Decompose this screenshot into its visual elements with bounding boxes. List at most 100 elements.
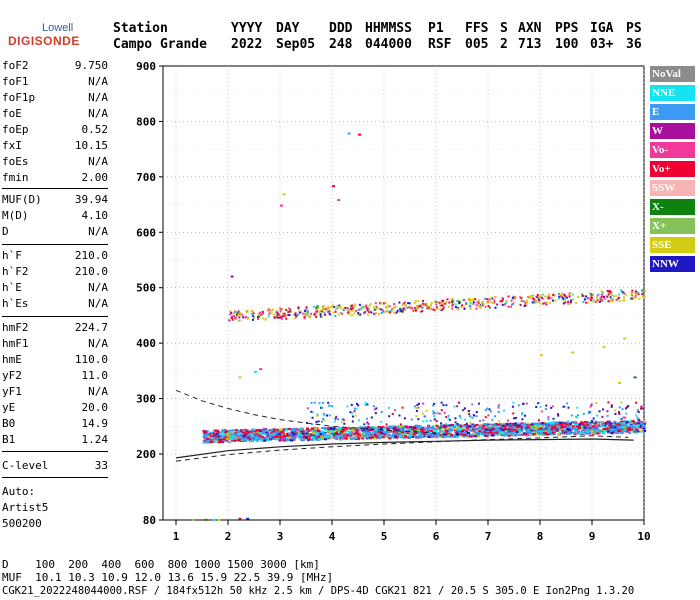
echo-point: [417, 305, 420, 308]
echo-point: [445, 300, 448, 303]
echo-point: [564, 429, 568, 432]
echo-point: [352, 303, 355, 306]
echo-point: [353, 303, 356, 306]
echo-point: [225, 437, 229, 440]
echo-point: [520, 296, 523, 299]
echo-point: [574, 421, 578, 424]
echo-point: [600, 295, 603, 298]
echo-point: [388, 305, 391, 308]
echo-point: [634, 431, 638, 434]
echo-point: [440, 309, 443, 312]
echo-point: [608, 300, 611, 303]
echo-point: [547, 297, 550, 300]
echo-point: [507, 430, 511, 433]
echo-point: [594, 425, 598, 428]
echo-point: [541, 429, 545, 432]
echo-point: [282, 312, 285, 315]
param-row: foF2 9.750: [2, 58, 108, 74]
echo-point: [226, 434, 230, 437]
echo-point: [539, 405, 542, 408]
echo-point: [324, 308, 327, 311]
echo-point: [545, 432, 549, 435]
echo-point: [444, 423, 447, 426]
echo-point: [305, 308, 308, 311]
echo-point: [538, 296, 541, 299]
echo-point: [438, 301, 441, 304]
echo-point: [610, 431, 614, 434]
echo-point: [612, 422, 615, 425]
echo-point: [361, 306, 364, 309]
echo-point: [373, 308, 376, 311]
echo-point: [408, 306, 411, 309]
hdr-value-station: Campo Grande: [113, 37, 207, 52]
echo-point: [555, 422, 559, 425]
echo-point: [363, 430, 367, 433]
echo-point: [537, 422, 541, 425]
echo-point: [511, 431, 515, 434]
param-row: h`Es N/A: [2, 296, 108, 312]
echo-point: [472, 299, 475, 302]
y-tick-label: 700: [136, 171, 156, 184]
echo-point: [317, 420, 320, 423]
echo-point: [486, 426, 490, 429]
echo-point: [353, 429, 357, 432]
echo-point: [282, 434, 286, 437]
x-tick-label: 4: [329, 530, 336, 543]
echo-point: [403, 301, 406, 304]
echo-point: [594, 420, 598, 423]
echo-point: [357, 312, 360, 315]
echo-point: [440, 401, 443, 404]
echo-point: [302, 313, 305, 316]
echo-point: [596, 432, 600, 435]
y-tick-label: 900: [136, 60, 156, 73]
echo-point: [350, 431, 354, 434]
echo-point: [326, 426, 330, 429]
echo-point: [316, 414, 319, 417]
param-value: 224.7: [74, 321, 108, 334]
echo-point: [511, 405, 514, 408]
echo-point: [545, 404, 548, 407]
echo-point: [439, 424, 443, 427]
echo-point: [320, 437, 324, 440]
echo-point: [203, 441, 207, 444]
echo-point: [426, 426, 430, 429]
echo-point: [383, 310, 386, 313]
echo-point: [610, 428, 614, 431]
param-label: C-level: [2, 459, 49, 472]
echo-point: [580, 426, 584, 429]
echo-point: [399, 423, 402, 426]
echo-point: [495, 428, 499, 431]
echo-point: [478, 426, 482, 429]
echo-point: [550, 424, 554, 427]
echo-point: [609, 299, 612, 302]
echo-point: [607, 292, 610, 295]
echo-point: [273, 316, 276, 319]
echo-point: [530, 432, 534, 435]
echo-point: [483, 422, 486, 425]
echo-point: [468, 425, 472, 428]
echo-point: [351, 429, 355, 432]
param-row: yE 20.0: [2, 400, 108, 416]
echo-point: [320, 406, 323, 409]
echo-point: [568, 295, 571, 298]
echo-point: [564, 301, 567, 304]
echo-point: [643, 289, 646, 292]
echo-point: [465, 302, 468, 305]
echo-point: [422, 435, 426, 438]
param-row: fxI 10.15: [2, 138, 108, 154]
echo-point: [312, 434, 316, 437]
echo-point: [481, 302, 484, 305]
echo-point: [642, 427, 646, 430]
echo-point: [640, 424, 644, 427]
echo-point: [643, 430, 647, 433]
echo-point: [350, 314, 353, 317]
echo-point: [440, 435, 444, 438]
echo-point: [467, 299, 470, 302]
echo-point: [252, 315, 255, 318]
param-row: h`E N/A: [2, 280, 108, 296]
echo-point: [433, 300, 436, 303]
echo-point: [503, 427, 507, 430]
echo-point: [273, 313, 276, 316]
legend-label: X-: [652, 201, 664, 213]
echo-point: [463, 307, 466, 310]
